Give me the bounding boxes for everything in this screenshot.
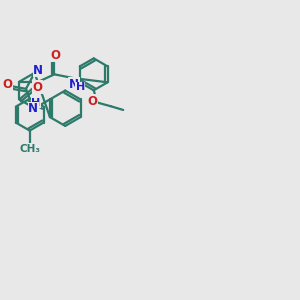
Text: N: N [28, 102, 38, 115]
Text: H: H [31, 98, 40, 108]
Text: O: O [50, 49, 60, 62]
Text: N: N [33, 64, 43, 77]
Text: O: O [87, 95, 97, 108]
Text: N: N [69, 78, 79, 91]
Text: O: O [32, 81, 42, 94]
Text: CH₃: CH₃ [19, 144, 40, 154]
Text: H: H [76, 82, 85, 92]
Text: O: O [2, 78, 12, 91]
